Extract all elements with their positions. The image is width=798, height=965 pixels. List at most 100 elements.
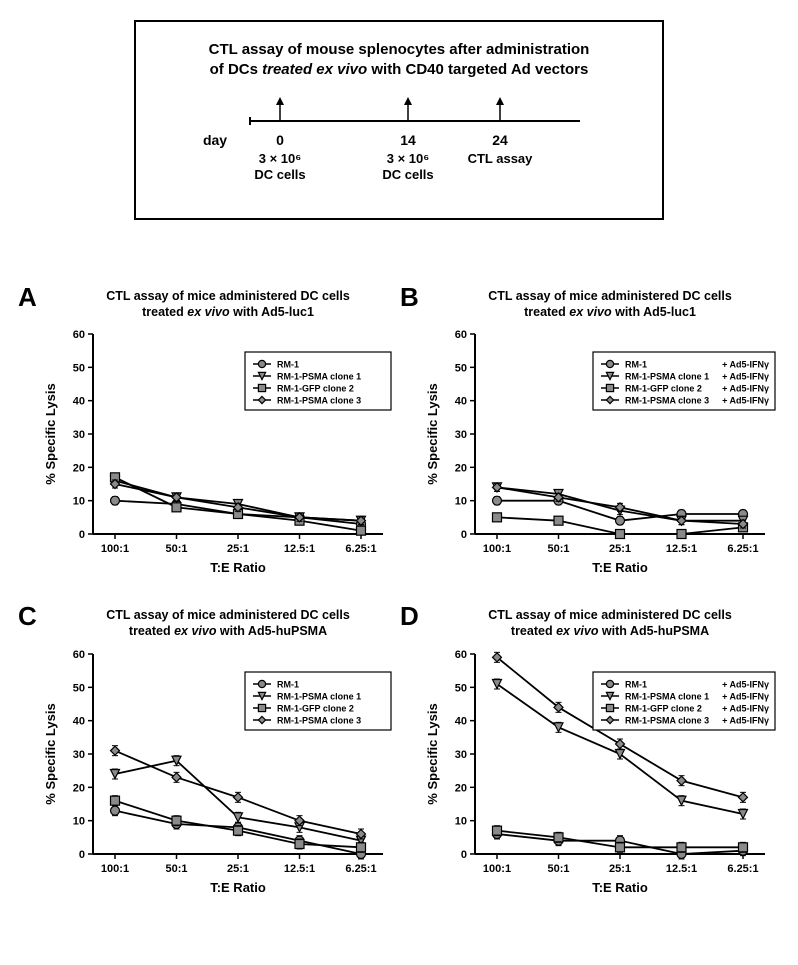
svg-text:12.5:1: 12.5:1: [284, 863, 315, 875]
svg-text:RM-1-PSMA clone 1: RM-1-PSMA clone 1: [277, 372, 361, 382]
svg-text:RM-1-PSMA clone 3: RM-1-PSMA clone 3: [625, 715, 709, 725]
svg-text:0: 0: [461, 849, 467, 861]
svg-text:60: 60: [73, 649, 85, 661]
svg-text:100:1: 100:1: [101, 543, 129, 555]
timeline-title-line2a: of DCs: [210, 61, 263, 78]
panel-B-title-italic: ex vivo: [569, 305, 611, 319]
svg-text:100:1: 100:1: [101, 863, 129, 875]
svg-text:+ Ad5-IFNγ: + Ad5-IFNγ: [722, 396, 769, 406]
svg-text:12.5:1: 12.5:1: [666, 863, 697, 875]
svg-text:RM-1: RM-1: [625, 679, 647, 689]
svg-text:T:E Ratio: T:E Ratio: [210, 560, 266, 575]
svg-text:0: 0: [276, 132, 284, 148]
panel-A-title-b: treated: [142, 305, 187, 319]
timeline-title-italic: treated ex vivo: [262, 61, 367, 78]
svg-text:6.25:1: 6.25:1: [727, 543, 758, 555]
svg-text:6.25:1: 6.25:1: [345, 863, 376, 875]
svg-text:30: 30: [73, 429, 85, 441]
svg-text:50:1: 50:1: [165, 543, 187, 555]
svg-text:24: 24: [492, 132, 508, 148]
svg-text:50: 50: [73, 362, 85, 374]
svg-text:50:1: 50:1: [547, 863, 569, 875]
svg-text:40: 40: [455, 715, 467, 727]
svg-text:60: 60: [73, 329, 85, 341]
svg-text:RM-1-PSMA clone 3: RM-1-PSMA clone 3: [277, 715, 361, 725]
panel-title-C: CTL assay of mice administered DC cells …: [58, 607, 398, 640]
chart-D: 0102030405060100:150:125:112.5:16.25:1T:…: [420, 644, 780, 904]
panel-D-title-c: with Ad5-huPSMA: [598, 624, 709, 638]
svg-text:30: 30: [455, 749, 467, 761]
svg-text:RM-1-GFP clone 2: RM-1-GFP clone 2: [277, 384, 354, 394]
timeline-svg: day03 × 10⁶DC cells143 × 10⁶DC cells24CT…: [160, 89, 640, 199]
panel-letter-A: A: [18, 282, 37, 313]
chart-A: 0102030405060100:150:125:112.5:16.25:1T:…: [38, 324, 398, 584]
svg-text:RM-1-GFP clone 2: RM-1-GFP clone 2: [625, 384, 702, 394]
chart-grid: A CTL assay of mice administered DC cell…: [20, 280, 780, 909]
svg-text:+ Ad5-IFNγ: + Ad5-IFNγ: [722, 691, 769, 701]
panel-letter-D: D: [400, 601, 419, 632]
panel-B-title-c: with Ad5-luc1: [612, 305, 696, 319]
svg-text:100:1: 100:1: [483, 863, 511, 875]
svg-text:14: 14: [400, 132, 416, 148]
panel-A: A CTL assay of mice administered DC cell…: [20, 280, 398, 590]
svg-text:20: 20: [73, 782, 85, 794]
svg-text:6.25:1: 6.25:1: [727, 863, 758, 875]
svg-text:RM-1: RM-1: [625, 360, 647, 370]
panel-B-title-b: treated: [524, 305, 569, 319]
panel-C-title-italic: ex vivo: [174, 624, 216, 638]
panel-title-B: CTL assay of mice administered DC cells …: [440, 288, 780, 321]
panel-C-title-a: CTL assay of mice administered DC cells: [106, 608, 350, 622]
svg-text:T:E Ratio: T:E Ratio: [592, 880, 648, 895]
timeline-title-line2c: with CD40 targeted Ad vectors: [367, 61, 588, 78]
svg-text:50: 50: [73, 682, 85, 694]
svg-text:+ Ad5-IFNγ: + Ad5-IFNγ: [722, 715, 769, 725]
panel-D-title-a: CTL assay of mice administered DC cells: [488, 608, 732, 622]
svg-text:RM-1: RM-1: [277, 360, 299, 370]
panel-title-A: CTL assay of mice administered DC cells …: [58, 288, 398, 321]
svg-text:+ Ad5-IFNγ: + Ad5-IFNγ: [722, 360, 769, 370]
svg-text:20: 20: [455, 782, 467, 794]
svg-text:10: 10: [455, 815, 467, 827]
svg-text:% Specific Lysis: % Specific Lysis: [425, 703, 440, 804]
svg-text:RM-1-PSMA clone 1: RM-1-PSMA clone 1: [625, 372, 709, 382]
svg-text:RM-1-GFP clone 2: RM-1-GFP clone 2: [277, 703, 354, 713]
panel-C: C CTL assay of mice administered DC cell…: [20, 599, 398, 909]
svg-text:RM-1-PSMA clone 3: RM-1-PSMA clone 3: [277, 396, 361, 406]
panel-C-title-c: with Ad5-huPSMA: [216, 624, 327, 638]
panel-D-title-b: treated: [511, 624, 556, 638]
svg-text:25:1: 25:1: [227, 863, 249, 875]
svg-text:% Specific Lysis: % Specific Lysis: [43, 703, 58, 804]
svg-text:RM-1-PSMA clone 1: RM-1-PSMA clone 1: [625, 691, 709, 701]
svg-text:25:1: 25:1: [609, 863, 631, 875]
svg-text:T:E Ratio: T:E Ratio: [592, 560, 648, 575]
svg-text:10: 10: [73, 815, 85, 827]
panel-B: B CTL assay of mice administered DC cell…: [402, 280, 780, 590]
svg-text:25:1: 25:1: [609, 543, 631, 555]
svg-text:RM-1-PSMA clone 3: RM-1-PSMA clone 3: [625, 396, 709, 406]
panel-A-title-c: with Ad5-luc1: [230, 305, 314, 319]
svg-text:T:E Ratio: T:E Ratio: [210, 880, 266, 895]
svg-text:10: 10: [455, 496, 467, 508]
timeline-title-line1: CTL assay of mouse splenocytes after adm…: [209, 41, 590, 58]
svg-text:40: 40: [455, 396, 467, 408]
panel-title-D: CTL assay of mice administered DC cells …: [440, 607, 780, 640]
svg-text:3 × 10⁶: 3 × 10⁶: [259, 151, 302, 166]
svg-text:0: 0: [79, 529, 85, 541]
svg-text:60: 60: [455, 329, 467, 341]
svg-text:12.5:1: 12.5:1: [666, 543, 697, 555]
timeline-title: CTL assay of mouse splenocytes after adm…: [160, 40, 638, 81]
svg-text:RM-1: RM-1: [277, 679, 299, 689]
svg-text:% Specific Lysis: % Specific Lysis: [425, 383, 440, 484]
svg-text:DC cells: DC cells: [382, 167, 433, 182]
svg-text:DC cells: DC cells: [254, 167, 305, 182]
svg-text:30: 30: [73, 749, 85, 761]
chart-C: 0102030405060100:150:125:112.5:16.25:1T:…: [38, 644, 398, 904]
svg-text:RM-1-PSMA clone 1: RM-1-PSMA clone 1: [277, 691, 361, 701]
timeline-diagram: CTL assay of mouse splenocytes after adm…: [134, 20, 664, 220]
svg-text:day: day: [203, 132, 227, 148]
svg-text:50:1: 50:1: [547, 543, 569, 555]
svg-text:20: 20: [73, 462, 85, 474]
panel-D: D CTL assay of mice administered DC cell…: [402, 599, 780, 909]
svg-text:40: 40: [73, 396, 85, 408]
panel-A-title-italic: ex vivo: [187, 305, 229, 319]
